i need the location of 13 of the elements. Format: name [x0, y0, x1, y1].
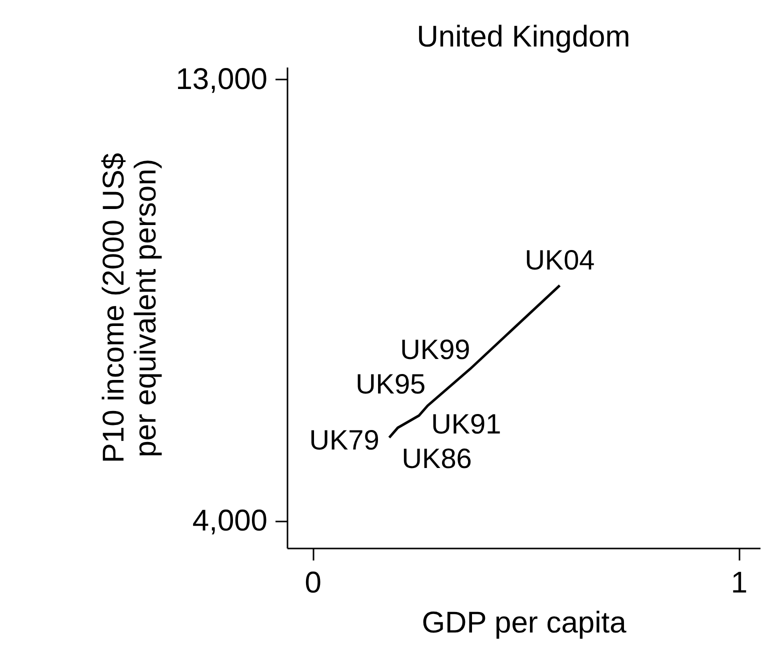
- annotation: UK95: [356, 368, 426, 400]
- y-axis-title: P10 income (2000 US$ per equivalent person): [98, 152, 163, 464]
- y-tick-label: 4,000: [192, 504, 268, 538]
- annotation: UK04: [524, 244, 595, 276]
- annotation: UK79: [309, 424, 380, 456]
- x-tick-label: 1: [730, 566, 748, 600]
- y-tick-label: 13,000: [176, 62, 268, 96]
- x-axis-title: GDP per capita: [422, 606, 627, 640]
- x-tick-label: 0: [304, 566, 322, 600]
- chart-title: United Kingdom: [416, 20, 630, 54]
- annotation: UK91: [431, 408, 502, 440]
- annotation: UK99: [400, 334, 470, 365]
- annotation: UK86: [402, 442, 472, 474]
